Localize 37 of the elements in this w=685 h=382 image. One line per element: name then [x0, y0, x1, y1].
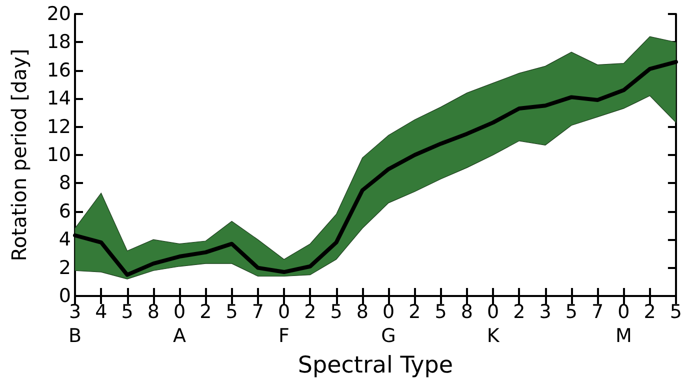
x-tick-label: 2	[644, 301, 656, 323]
x-tick-label: 8	[356, 301, 368, 323]
x-tick-label: 5	[434, 301, 447, 323]
y-axis-title: Rotation period [day]	[7, 48, 31, 262]
x-tick-label: 8	[460, 301, 473, 323]
x-tick-label: 7	[592, 301, 604, 323]
y-tick-label: 12	[46, 116, 71, 138]
x-tick-label: 4	[95, 301, 108, 323]
y-tick-label: 16	[46, 59, 71, 82]
x-tick-label: 0 A	[173, 301, 186, 347]
x-axis-title: Spectral Type	[298, 352, 454, 378]
y-tick-label: 10	[46, 144, 71, 166]
x-tick-label: 5	[565, 301, 578, 323]
y-tick-label: 18	[46, 31, 71, 54]
x-tick-label: 2	[408, 301, 421, 323]
x-tick-label: 5	[330, 301, 342, 323]
x-tick-label: 2	[200, 301, 212, 323]
y-tick-label: 0	[58, 285, 71, 307]
y-tick-label: 14	[46, 88, 71, 110]
x-tick-label: 5	[670, 301, 682, 323]
x-tick-label: 3 B	[68, 301, 82, 347]
y-tick-label: 20	[46, 3, 71, 25]
y-tick-label: 4	[58, 228, 71, 251]
y-tick-label: 8	[58, 172, 71, 194]
x-tick-label: 8	[147, 301, 160, 323]
x-tick-label: 7	[252, 301, 264, 323]
x-tick-label: 2	[304, 301, 316, 323]
x-tick-label: 5	[121, 301, 134, 323]
x-tick-label: 3	[539, 301, 552, 323]
x-tick-label: 0 G	[381, 301, 396, 347]
x-tick-label: 0 K	[486, 301, 500, 347]
x-tick-label: 0 M	[615, 301, 632, 347]
x-tick-label: 2	[513, 301, 526, 323]
y-tick-label: 6	[58, 200, 71, 222]
x-tick-label: 0 F	[278, 301, 290, 347]
y-tick-label: 2	[58, 256, 71, 279]
x-tick-label: 5	[226, 301, 238, 323]
